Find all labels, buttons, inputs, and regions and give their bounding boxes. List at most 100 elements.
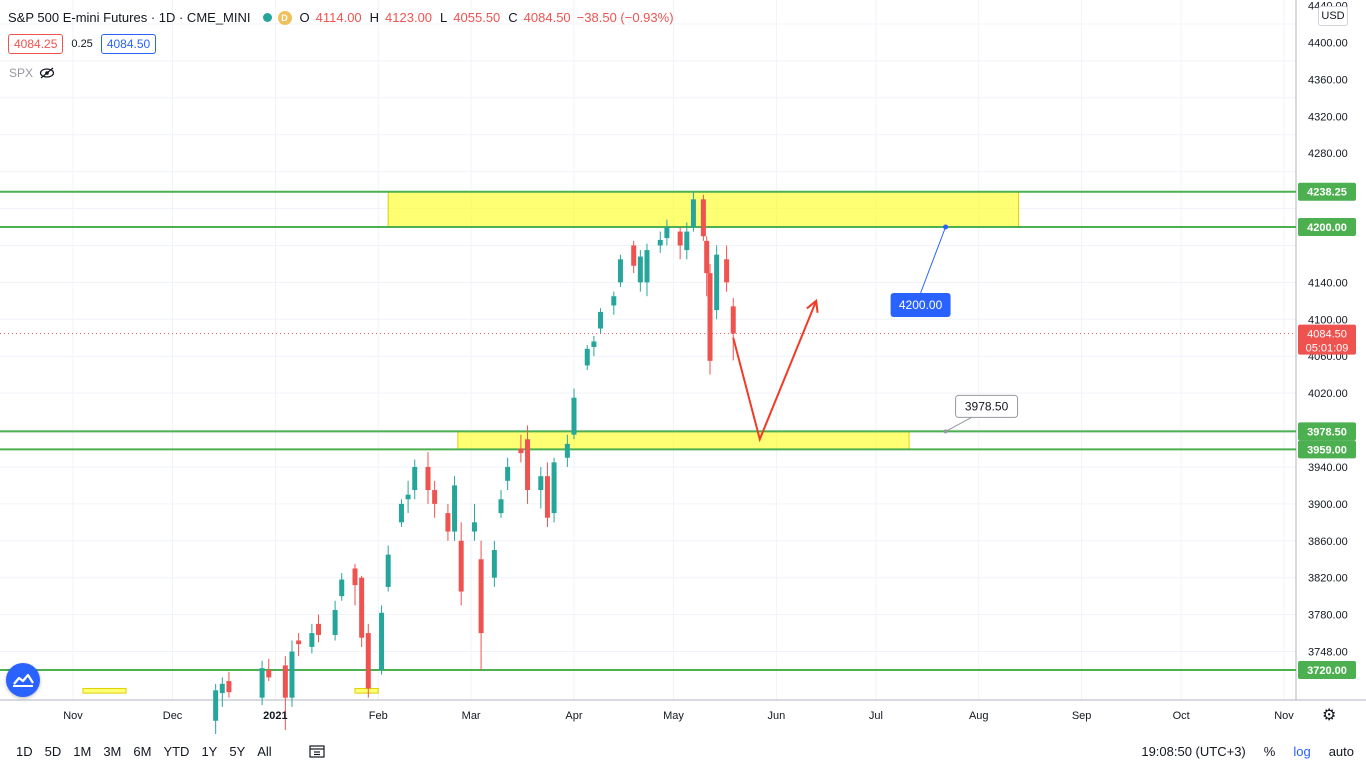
range-3m[interactable]: 3M	[103, 743, 122, 759]
candle-body	[425, 466, 431, 491]
candle-body	[664, 227, 670, 239]
candle-body	[332, 610, 338, 635]
time-tick-label: Mar	[462, 710, 481, 722]
candle-body	[458, 540, 464, 592]
candle-body	[282, 665, 288, 698]
callout-leader	[945, 416, 972, 432]
price-tick-label: 4360.00	[1308, 74, 1348, 86]
price-tick-label: 3820.00	[1308, 573, 1348, 585]
price-tick-label: 3900.00	[1308, 499, 1348, 511]
chart-settings-gear-icon[interactable]: ⚙	[1322, 707, 1337, 724]
time-tick-label: Feb	[369, 710, 388, 722]
candle-body	[714, 254, 720, 311]
level-price-label-bg	[1298, 440, 1356, 459]
time-tick-label: Dec	[163, 710, 183, 722]
candle-body	[617, 259, 623, 283]
ohlc-close-key: C	[508, 10, 518, 25]
price-tick-label: 4280.00	[1308, 148, 1348, 160]
price-tick-label: 3780.00	[1308, 610, 1348, 622]
candle-body	[359, 577, 365, 638]
candle-body	[412, 466, 418, 491]
level-price-label-bg	[1298, 422, 1356, 441]
range-6m[interactable]: 6M	[133, 743, 152, 759]
log-toggle[interactable]: log	[1293, 743, 1311, 759]
candle-body	[704, 240, 710, 274]
compare-symbol[interactable]: SPX	[9, 66, 34, 80]
time-tick-label: Apr	[565, 710, 582, 722]
range-5y[interactable]: 5Y	[229, 743, 246, 759]
candle-body	[289, 651, 295, 698]
candle-body	[491, 550, 497, 578]
candle-body	[505, 466, 511, 481]
price-tick-label: 4400.00	[1308, 37, 1348, 49]
candle-body	[445, 513, 451, 532]
candle-body	[631, 245, 637, 266]
candle-body	[730, 306, 736, 334]
candle-body	[352, 568, 358, 586]
tradingview-logo-icon[interactable]	[6, 663, 40, 697]
date-range-buttons: 1D 5D 1M 3M 6M YTD 1Y 5Y All	[10, 744, 278, 759]
go-to-date-icon[interactable]	[308, 743, 328, 759]
candle-body	[385, 554, 391, 587]
candle-body	[637, 256, 643, 283]
range-ytd[interactable]: YTD	[163, 743, 190, 759]
candle-body	[538, 476, 544, 491]
buy-price-button[interactable]: 4084.50	[100, 34, 157, 54]
candle-body	[584, 348, 590, 366]
time-tick-label: Sep	[1072, 710, 1092, 722]
currency-badge[interactable]: USD	[1318, 6, 1348, 26]
projection-arrow-head	[806, 298, 819, 313]
level-price-label: 3720.00	[1307, 665, 1347, 677]
range-5d[interactable]: 5D	[44, 743, 62, 759]
candle-body	[365, 633, 371, 689]
candle-body	[379, 612, 385, 670]
time-axis-ticks: Nov Dec 2021 Feb Mar Apr May Jun Jul Aug Sep Oct Nov	[63, 710, 1294, 722]
candle-body	[551, 462, 557, 514]
symbol-title[interactable]: S&P 500 E-mini Futures · 1D · CME_MINI	[8, 10, 251, 25]
ohlc-close: 4084.50	[523, 10, 571, 25]
range-1m[interactable]: 1M	[73, 743, 92, 759]
supply-demand-zone-2	[82, 687, 127, 694]
price-tick-label: 3860.00	[1308, 536, 1348, 548]
candle-body	[266, 670, 272, 678]
candle-body	[591, 341, 597, 347]
candle-body	[405, 494, 411, 500]
percent-toggle[interactable]: %	[1263, 743, 1276, 759]
countdown-label: 05:01:09	[1306, 343, 1349, 355]
candle-body	[259, 668, 265, 698]
candle-body	[296, 640, 302, 645]
interval-badge: D	[277, 10, 292, 25]
ohlc-low: 4055.50	[453, 10, 501, 25]
callout-box	[890, 293, 951, 317]
projection-arrow	[732, 300, 818, 443]
range-1y[interactable]: 1Y	[201, 743, 218, 759]
supply-demand-zone-3	[354, 687, 379, 694]
candle-body	[518, 448, 524, 454]
time-tick-label: Jul	[869, 710, 883, 722]
candle-body	[309, 633, 315, 647]
hidden-eye-icon[interactable]	[39, 67, 55, 79]
market-status-icon	[262, 13, 272, 22]
time-tick-label: Nov	[1274, 710, 1294, 722]
chart-canvas[interactable]: 4200.003978.504440.004400.004360.004320.…	[0, 0, 1366, 734]
range-1d[interactable]: 1D	[16, 743, 33, 759]
candle-body	[498, 499, 504, 514]
candle-body	[677, 231, 683, 246]
candle-body	[339, 579, 345, 597]
sell-price-button[interactable]: 4084.25	[8, 34, 64, 54]
clock-time[interactable]: 19:08:50 (UTC+3)	[1141, 743, 1246, 759]
candle-body	[611, 296, 617, 306]
auto-toggle[interactable]: auto	[1328, 743, 1354, 759]
range-all[interactable]: All	[257, 743, 272, 759]
price-tick-label: 4140.00	[1308, 277, 1348, 289]
level-price-label: 4238.25	[1307, 187, 1347, 199]
callout-box	[955, 394, 1019, 418]
level-price-label: 4200.00	[1307, 222, 1347, 234]
candle-body	[571, 397, 577, 435]
price-callout-1: 3978.50	[943, 394, 1019, 434]
candle-body	[564, 443, 570, 458]
candlestick-series	[213, 191, 736, 734]
callout-anchor	[943, 224, 949, 230]
time-tick-label: 2021	[263, 710, 287, 722]
level-price-label-bg	[1298, 661, 1356, 679]
